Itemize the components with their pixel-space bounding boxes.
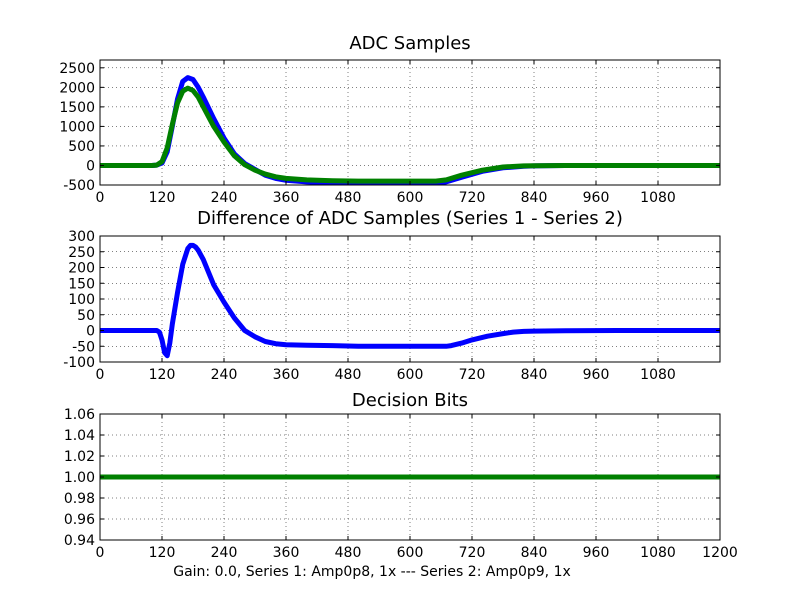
y-tick-label: 1.00 (64, 470, 95, 486)
x-tick-label: 720 (459, 545, 486, 561)
x-tick-label: 120 (149, 545, 176, 561)
x-tick-label: 360 (273, 190, 300, 206)
x-tick-label: 600 (397, 367, 424, 383)
x-tick-label: 960 (583, 190, 610, 206)
x-tick-label: 1080 (640, 545, 676, 561)
x-tick-label: 0 (96, 367, 105, 383)
y-tick-label: 1.06 (64, 407, 95, 423)
y-tick-label: 300 (68, 229, 95, 245)
y-tick-label: 2500 (59, 61, 95, 77)
y-tick-label: 0 (86, 324, 95, 340)
x-tick-label: 240 (211, 545, 238, 561)
chart-title: ADC Samples (349, 33, 470, 54)
y-tick-label: 1.02 (64, 449, 95, 465)
x-tick-label: 0 (96, 190, 105, 206)
x-tick-label: 840 (521, 190, 548, 206)
x-tick-label: 600 (397, 545, 424, 561)
x-tick-label: 120 (149, 367, 176, 383)
x-tick-label: 600 (397, 190, 424, 206)
y-tick-label: -50 (72, 339, 95, 355)
x-tick-label: 840 (521, 367, 548, 383)
data-series-series-2 (100, 85, 720, 184)
y-tick-label: -500 (63, 178, 95, 194)
y-tick-label: 500 (68, 139, 95, 155)
panel-difference: Difference of ADC Samples (Series 1 - Se… (63, 208, 721, 383)
y-tick-label: 250 (68, 245, 95, 261)
chart-title: Decision Bits (352, 390, 468, 411)
x-tick-label: 960 (583, 367, 610, 383)
x-tick-label: 240 (211, 367, 238, 383)
x-tick-label: 1080 (640, 190, 676, 206)
x-tick-label: 0 (96, 545, 105, 561)
chart-title: Difference of ADC Samples (Series 1 - Se… (197, 208, 623, 229)
x-tick-label: 960 (583, 545, 610, 561)
y-tick-label: -100 (63, 355, 95, 371)
x-tick-label: 840 (521, 545, 548, 561)
x-tick-label: 480 (335, 545, 362, 561)
x-axis-label: Gain: 0.0, Series 1: Amp0p8, 1x --- Seri… (173, 564, 571, 580)
y-tick-label: 1000 (59, 119, 95, 135)
x-tick-label: 480 (335, 367, 362, 383)
y-tick-label: 1.04 (64, 428, 95, 444)
y-tick-label: 2000 (59, 80, 95, 96)
y-tick-label: 0.98 (64, 491, 95, 507)
x-tick-label: 360 (273, 545, 300, 561)
y-tick-label: 0.94 (64, 533, 95, 549)
series-group (100, 242, 720, 359)
y-tick-label: 200 (68, 261, 95, 277)
panel-decision-bits: Decision Bits 0 120 240 360 480 600 720 840 960 1… (64, 390, 738, 561)
series-group (100, 75, 720, 185)
x-tick-label: 120 (149, 190, 176, 206)
y-tick-label: 150 (68, 276, 95, 292)
panel-adc-samples: ADC Samples 0 120 240 360 480 600 720 840 960 108… (59, 33, 721, 206)
x-tick-label: 1080 (640, 367, 676, 383)
x-tick-label: 720 (459, 367, 486, 383)
y-tick-label: 0 (86, 158, 95, 174)
y-tick-label: 100 (68, 292, 95, 308)
x-tick-label: 360 (273, 367, 300, 383)
x-tick-label: 240 (211, 190, 238, 206)
y-tick-label: 0.96 (64, 512, 95, 528)
x-tick-label: 1200 (702, 545, 738, 561)
x-tick-label: 480 (335, 190, 362, 206)
x-tick-label: 720 (459, 190, 486, 206)
y-tick-label: 1500 (59, 100, 95, 116)
y-tick-label: 50 (77, 308, 95, 324)
data-series-difference (100, 242, 720, 359)
